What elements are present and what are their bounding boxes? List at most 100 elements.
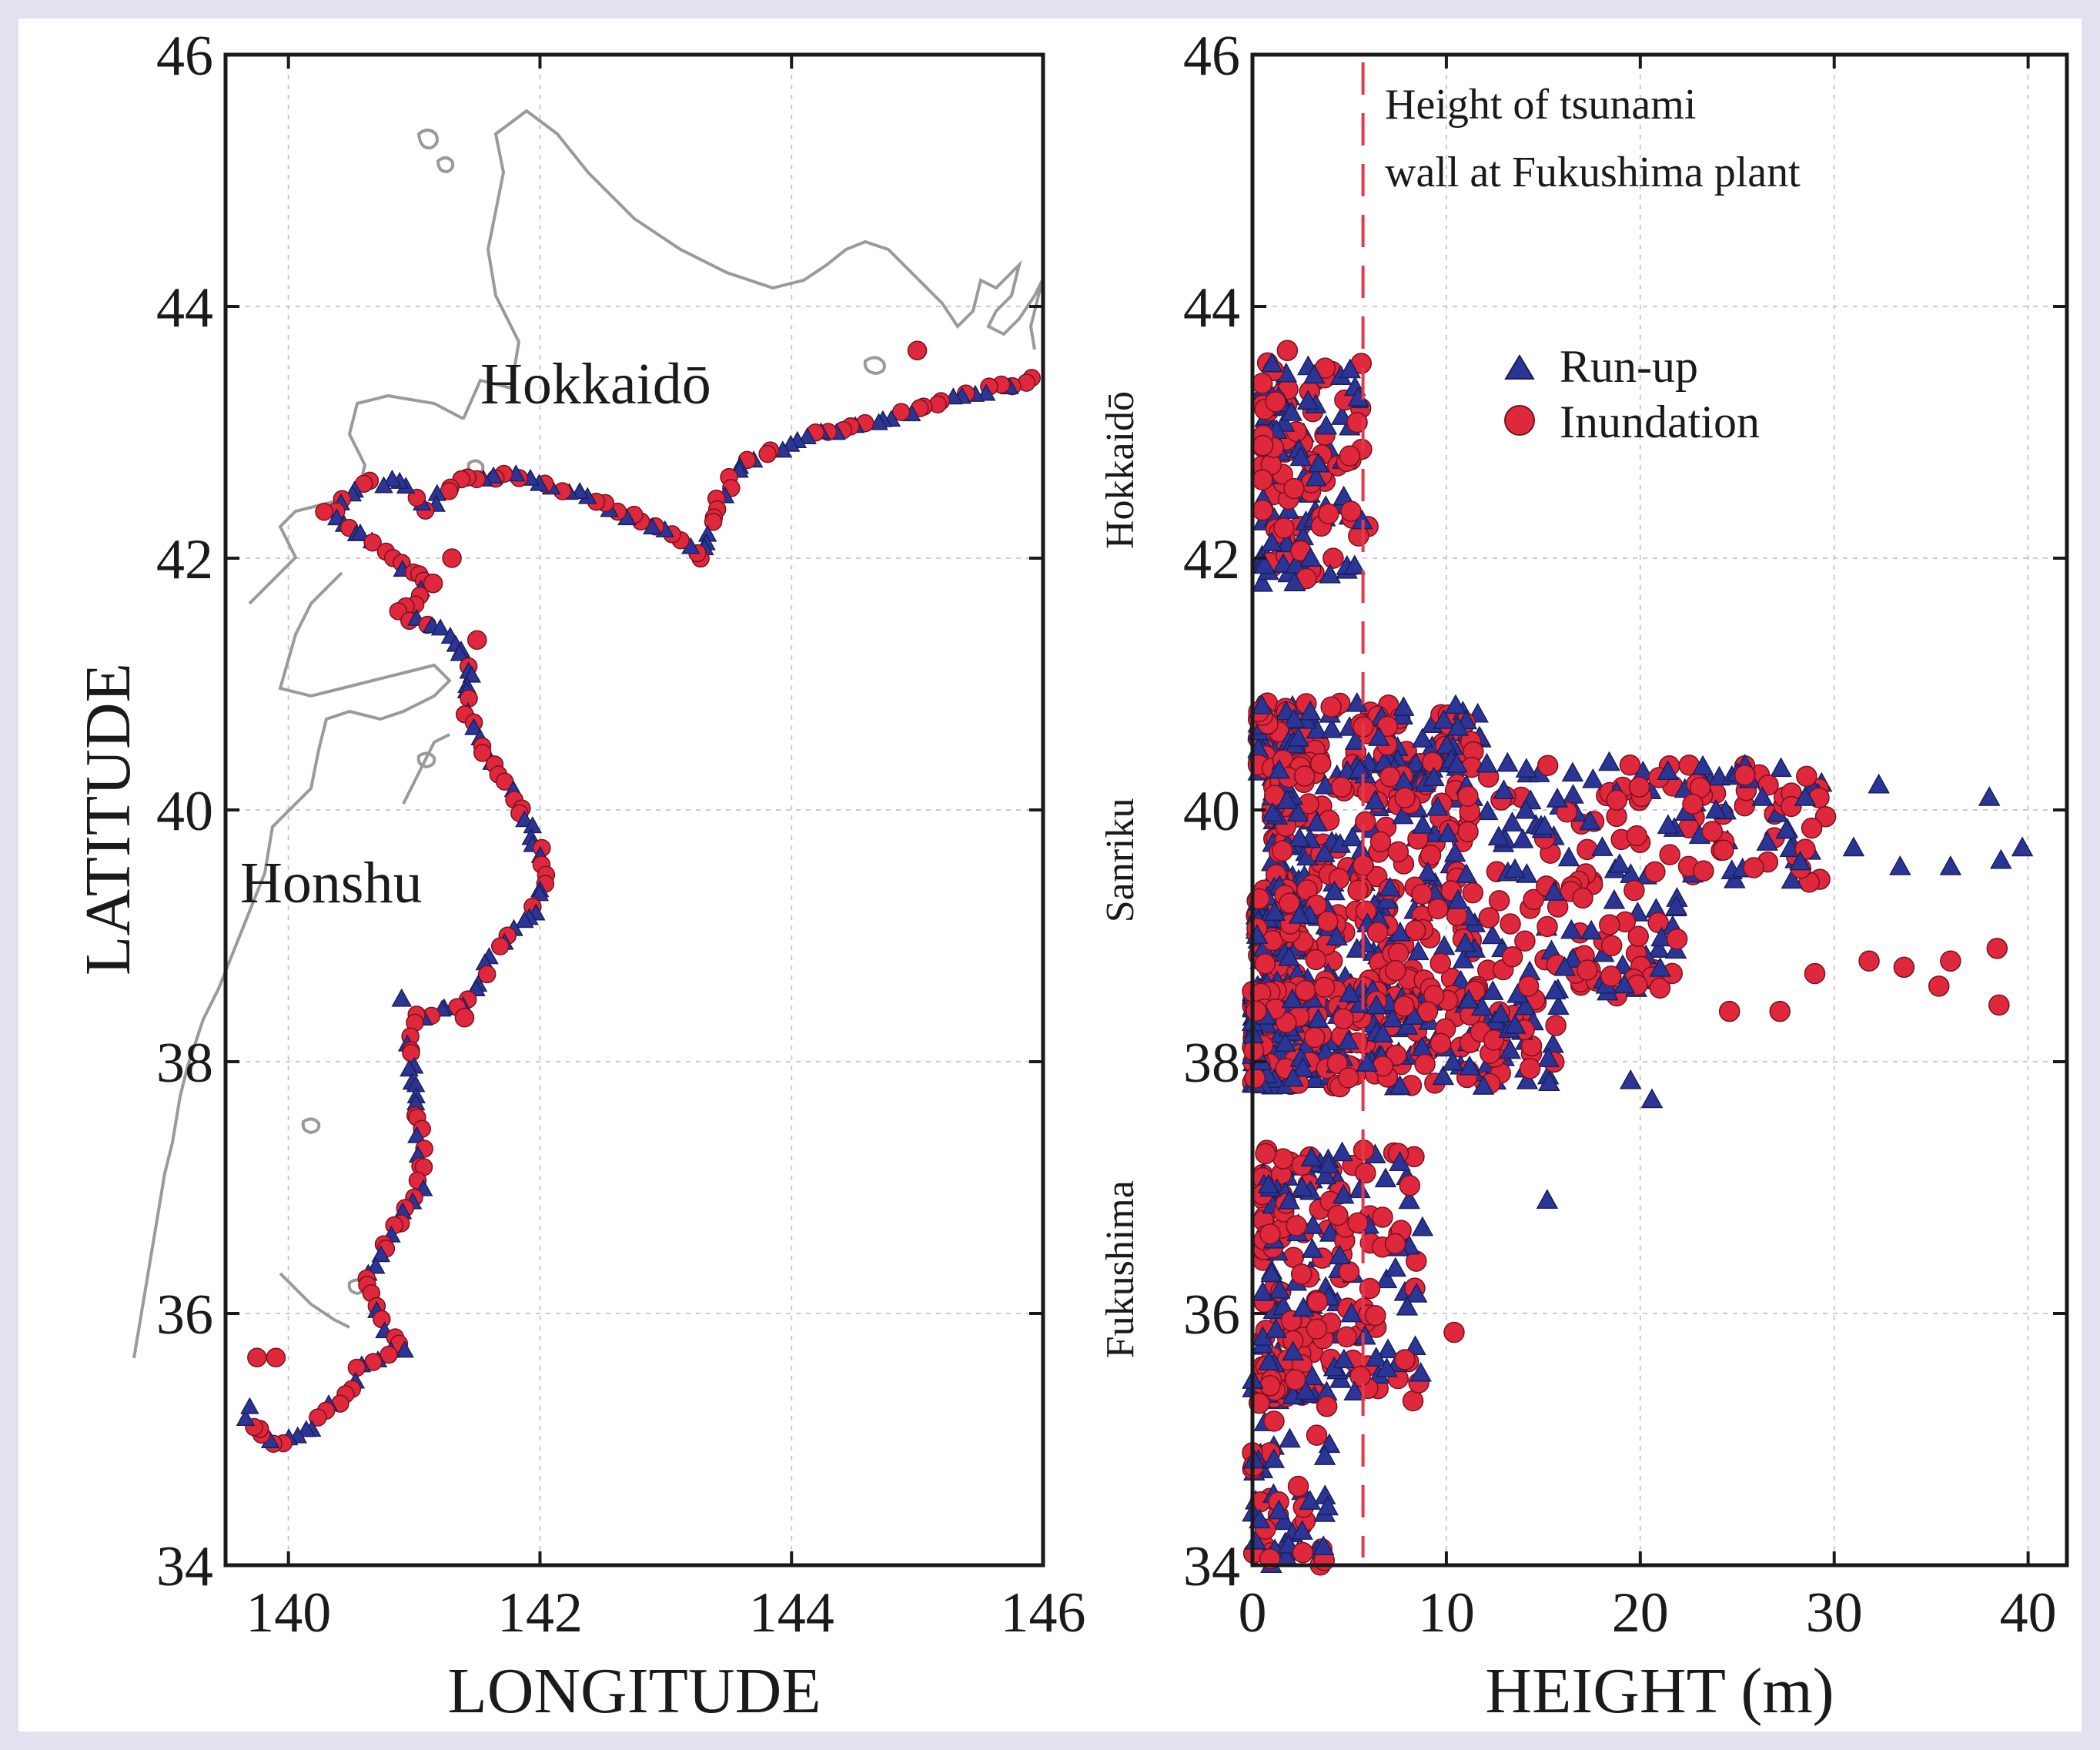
map-inundation-point (266, 1347, 286, 1367)
region-label-sanriku: Sanriku (1098, 798, 1142, 923)
height-runup-point (1472, 1075, 1495, 1095)
height-inundation-point (1372, 1206, 1393, 1228)
height-runup-point (1299, 1490, 1322, 1510)
map-y-tick-label: 46 (156, 25, 213, 88)
map-label-hokkaido: Hokkaidō (480, 352, 711, 417)
height-inundation-point (1462, 882, 1483, 904)
height-runup-point (1389, 1075, 1411, 1095)
height-runup-point (1282, 1066, 1304, 1087)
height-runup-point (1333, 1348, 1356, 1369)
map-runup-point (515, 810, 534, 828)
height-inundation-point (1309, 752, 1332, 775)
height-runup-point (1278, 1189, 1300, 1210)
height-inundation-point (1273, 517, 1295, 539)
height-inundation-point (1355, 1162, 1376, 1184)
map-inundation-point (467, 630, 487, 651)
map-panel: 140 142 144 146 34 36 38 40 42 44 46 Hokkaidō Hons… (72, 25, 1086, 1727)
height-inundation-point (1718, 1000, 1741, 1022)
height-inundation-point (1928, 975, 1950, 997)
height-runup-point (1268, 1279, 1291, 1299)
height-inundation-point (1858, 950, 1880, 972)
height-runup-point (1396, 1015, 1419, 1035)
map-runup-point (374, 476, 393, 494)
map-x-tick-label: 140 (246, 1581, 331, 1645)
map-y-tick-label: 42 (156, 528, 213, 591)
map-x-tick-label: 144 (749, 1581, 834, 1645)
region-label-hokkaid: Hokkaidō (1098, 391, 1142, 549)
height-runup-point (1436, 734, 1458, 755)
height-runup-point (1515, 758, 1538, 778)
height-inundation-point (1327, 1204, 1349, 1226)
height-inundation-point (1483, 1029, 1505, 1051)
height-inundation-point (1420, 844, 1442, 866)
height-runup-point (1306, 811, 1328, 832)
height-runup-point (1302, 1214, 1324, 1234)
height-runup-point (1280, 401, 1303, 421)
height-runup-point (1273, 1510, 1296, 1531)
height-inundation-point (1338, 1261, 1360, 1283)
height-inundation-point (1376, 715, 1399, 738)
height-runup-point (1516, 1069, 1539, 1089)
map-y-axis-label: LATITUDE (72, 663, 144, 975)
height-runup-point (1619, 1069, 1642, 1089)
height-runup-point (1407, 940, 1430, 961)
height-inundation-point (1359, 1277, 1381, 1300)
height-inundation-point (1293, 765, 1316, 787)
height-runup-point (1340, 1302, 1363, 1323)
map-y-tick-label: 36 (156, 1283, 213, 1347)
height-runup-point (1553, 955, 1576, 976)
map-runup-point (515, 911, 534, 929)
height-runup-point (1288, 904, 1311, 924)
height-runup-point (1312, 1535, 1335, 1555)
height-inundation-point (1577, 959, 1598, 981)
height-inundation-point (1457, 821, 1479, 843)
height-runup-point (1499, 1039, 1522, 1059)
height-runup-point (1307, 1008, 1329, 1029)
height-runup-point (1354, 1324, 1376, 1345)
map-inundation-point (402, 1043, 420, 1062)
height-runup-point (1296, 390, 1319, 410)
height-runup-point (1341, 826, 1364, 847)
height-runup-point (1282, 708, 1306, 728)
height-inundation-point (1399, 1175, 1421, 1196)
map-inundation-point (454, 1008, 475, 1028)
map-runup-point (366, 1256, 386, 1274)
height-inundation-point (1259, 1223, 1281, 1245)
height-inundation-point (1523, 888, 1544, 911)
height-runup-point (1281, 988, 1304, 1009)
height-runup-point (1291, 1520, 1313, 1540)
height-inundation-point (1411, 883, 1433, 905)
height-inundation-point (1330, 776, 1353, 798)
height-runup-point (1889, 855, 1911, 875)
wall-annotation-line1: Height of tsunami (1385, 81, 1696, 129)
map-runup-point (296, 1420, 316, 1437)
map-inundation-point (247, 1347, 267, 1367)
height-inundation-point (1626, 825, 1648, 847)
height-runup-point (1268, 758, 1291, 779)
height-runup-point (1990, 848, 2012, 869)
height-inundation-point (1457, 785, 1479, 807)
height-inundation-point (1402, 1390, 1424, 1412)
height-runup-point (1279, 1427, 1301, 1448)
height-inundation-point (1379, 766, 1401, 788)
island-outline (863, 356, 886, 376)
height-inundation-point (1284, 1369, 1306, 1390)
height-y-tick-label: 42 (1183, 528, 1240, 591)
height-runup-point (1657, 814, 1680, 835)
height-inundation-point (1545, 1015, 1567, 1036)
height-runup-point (1514, 995, 1537, 1016)
height-y-tick-label: 34 (1183, 1535, 1240, 1598)
height-inundation-point (1804, 962, 1826, 985)
map-inundation-point (477, 965, 497, 984)
height-runup-point (1978, 786, 2001, 806)
height-runup-point (1542, 1032, 1564, 1053)
height-inundation-point (1628, 776, 1650, 798)
height-runup-point (1490, 1002, 1512, 1023)
height-runup-point (1411, 728, 1434, 748)
height-runup-point (1398, 1189, 1420, 1210)
map-runup-point (976, 383, 996, 401)
height-runup-point (1314, 1164, 1337, 1185)
height-runup-point (1751, 786, 1774, 806)
height-inundation-point (1600, 965, 1622, 987)
height-runup-point (1374, 1167, 1397, 1188)
